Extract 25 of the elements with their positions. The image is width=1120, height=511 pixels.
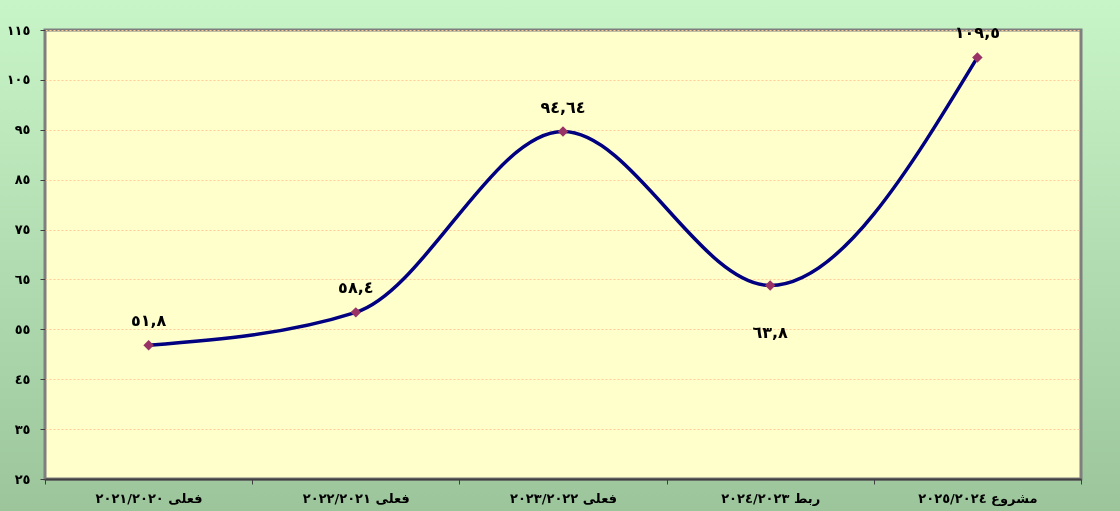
text: ١٠٩,٥ xyxy=(954,23,1000,43)
point xyxy=(143,340,154,351)
y-tick-label: ٣٥ xyxy=(14,421,31,437)
text: ٩٤,٦٤ xyxy=(540,97,586,117)
y-tick-label: ٨٥ xyxy=(14,172,31,188)
y-tick-label: ٩٥ xyxy=(14,122,31,138)
y-tick-label: ١١٥ xyxy=(6,22,31,38)
point xyxy=(972,52,983,63)
text: ٥٨,٤ xyxy=(338,278,374,298)
y-tick-label: ٢٥ xyxy=(14,471,31,487)
y-tick-label: ٧٥ xyxy=(14,222,31,238)
x-tick-label: فعلى ٢٠٢١/٢٠٢٠ xyxy=(95,490,203,506)
y-tick-label: ٤٥ xyxy=(14,371,31,387)
y-tick-label: ٥٥ xyxy=(14,321,31,337)
point xyxy=(557,126,569,137)
x-tick-label: فعلى ٢٠٢٣/٢٠٢٢ xyxy=(509,490,618,506)
text: ٦٣,٨ xyxy=(752,323,788,343)
x-tick-label: ربط ٢٠٢٤/٢٠٢٣ xyxy=(721,490,821,506)
text: ٥١,٨ xyxy=(130,311,167,331)
x-tick-label: مشروع ٢٠٢٥/٢٠٢٤ xyxy=(918,490,1038,506)
point xyxy=(350,307,362,318)
y-tick-label: ٦٥ xyxy=(14,271,31,287)
y-tick-label: ١٠٥ xyxy=(6,72,31,88)
point xyxy=(764,280,776,291)
x-tick-label: فعلى ٢٠٢٢/٢٠٢١ xyxy=(302,490,410,506)
